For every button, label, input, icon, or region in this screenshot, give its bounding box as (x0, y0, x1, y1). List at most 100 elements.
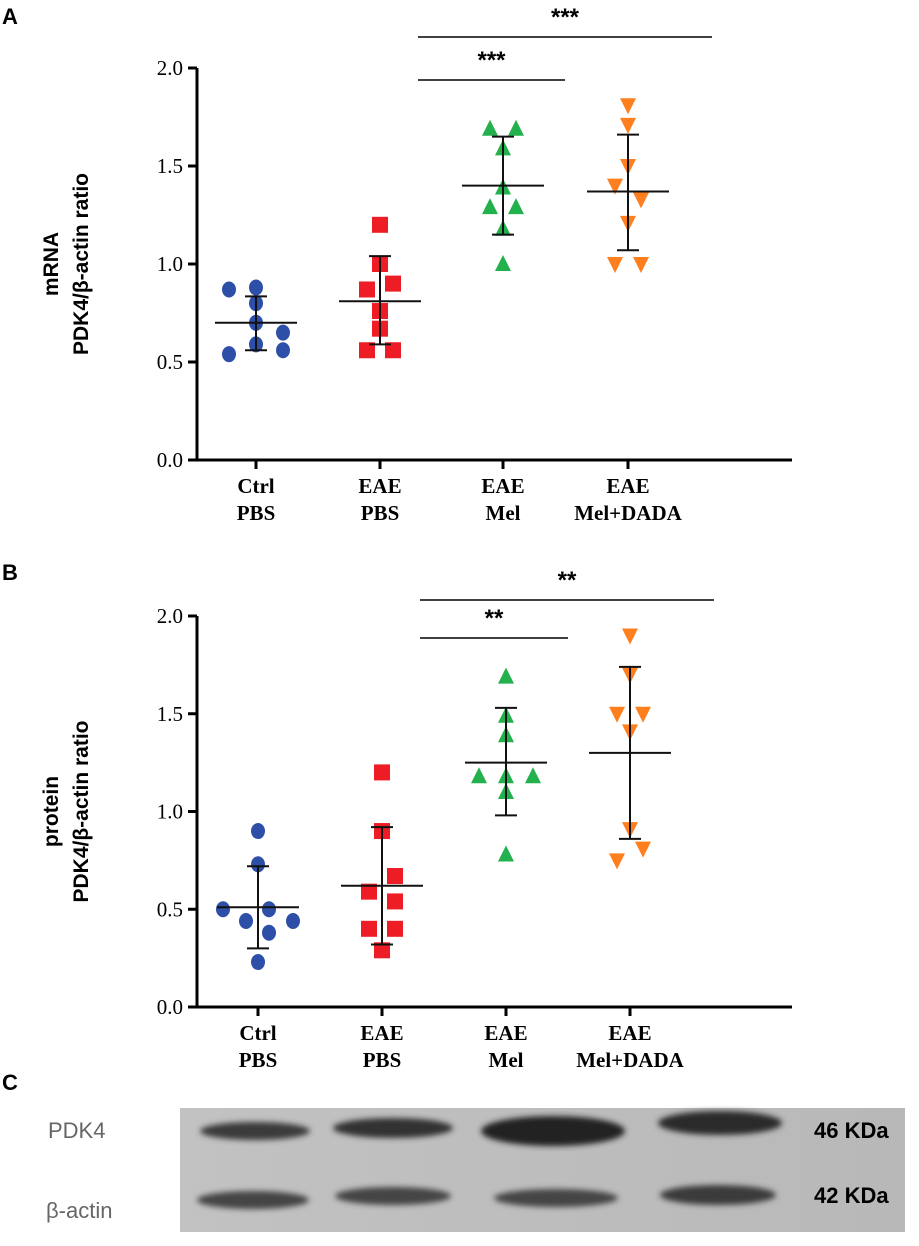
series-ctrl-pbs (216, 823, 300, 971)
data-point (471, 767, 487, 784)
data-point (387, 868, 403, 885)
data-point (498, 845, 514, 862)
data-point (495, 255, 511, 271)
band-actin-2 (335, 1187, 451, 1205)
data-point (609, 706, 625, 723)
x-tick-label-line2: PBS (363, 1048, 402, 1072)
data-point (525, 767, 541, 784)
x-tick-label-line1: Ctrl (237, 474, 274, 498)
data-point (222, 281, 236, 298)
blot-size-actin: 42 KDa (814, 1183, 889, 1208)
y-tick-label: 0.5 (157, 350, 183, 374)
blot-label-pdk4: PDK4 (48, 1118, 105, 1143)
series-eae-mel-dada (587, 98, 669, 273)
data-point (262, 924, 276, 941)
data-point (498, 667, 514, 684)
data-point (508, 119, 524, 136)
significance-label: *** (477, 47, 506, 74)
y-tick-label: 1.0 (157, 800, 183, 824)
data-point (239, 912, 253, 929)
data-point (387, 893, 403, 910)
series-eae-pbs (339, 216, 421, 359)
data-point (620, 117, 636, 134)
data-point (276, 342, 290, 359)
x-tick-label-line1: Ctrl (239, 1021, 276, 1045)
x-tick-label-line2: Mel+DADA (574, 501, 682, 525)
panel-letter-c: C (2, 1070, 18, 1095)
data-point (374, 942, 390, 959)
blot-bands (197, 1111, 782, 1209)
data-point (607, 257, 623, 273)
y-tick-label: 1.5 (157, 702, 183, 726)
band-actin-3 (494, 1189, 618, 1207)
significance-label: ** (485, 605, 504, 632)
x-tick-label-line2: Mel+DADA (576, 1048, 684, 1072)
blot-size-pdk4: 46 KDa (814, 1118, 889, 1143)
data-point (633, 192, 649, 209)
x-tick-label-line1: EAE (358, 474, 401, 498)
data-point (387, 920, 403, 937)
y-tick-label: 2.0 (157, 604, 183, 628)
data-point (249, 279, 263, 296)
data-point (609, 853, 625, 870)
y-axis-label-line2: PDK4/β-actin ratio (70, 720, 93, 902)
series-eae-mel (465, 667, 547, 862)
data-point (635, 706, 651, 723)
band-pdk4-3 (481, 1116, 625, 1146)
x-tick-label-line1: EAE (360, 1021, 403, 1045)
data-point (286, 912, 300, 929)
series-ctrl-pbs (215, 279, 297, 363)
y-axis-label-line1: mRNA (40, 232, 63, 296)
x-tick-label-line2: Mel (486, 501, 521, 525)
data-point (385, 275, 401, 292)
panel-letter-b: B (2, 560, 18, 585)
data-point (372, 216, 388, 233)
band-pdk4-1 (200, 1122, 310, 1140)
data-point (262, 901, 276, 918)
data-point (359, 281, 375, 298)
data-point (620, 98, 636, 115)
western-blot: PDK4 β-actin 46 KDa 42 KDa (46, 1108, 905, 1232)
y-tick-label: 2.0 (157, 56, 183, 80)
data-point (482, 198, 498, 215)
y-axis-label-line1: protein (40, 776, 63, 847)
x-tick-label-line2: Mel (489, 1048, 524, 1072)
data-point (216, 901, 230, 918)
data-point (607, 178, 623, 195)
y-axis-label-line2: PDK4/β-actin ratio (70, 173, 93, 355)
data-point (374, 764, 390, 781)
series-eae-mel-dada (589, 628, 671, 870)
band-actin-4 (660, 1185, 776, 1205)
band-pdk4-4 (658, 1111, 782, 1135)
data-point (359, 342, 375, 359)
y-tick-label: 1.5 (157, 154, 183, 178)
blot-label-actin: β-actin (46, 1198, 112, 1223)
data-point (635, 841, 651, 858)
x-tick-label-line2: PBS (361, 501, 400, 525)
band-pdk4-2 (333, 1118, 453, 1138)
x-tick-label-line1: EAE (606, 474, 649, 498)
x-tick-label-line1: EAE (484, 1021, 527, 1045)
data-point (385, 342, 401, 359)
data-point (251, 954, 265, 971)
data-point (633, 257, 649, 273)
panel-letter-a: A (2, 4, 18, 29)
y-tick-label: 0.5 (157, 897, 183, 921)
significance-label: ** (558, 567, 577, 594)
data-point (508, 198, 524, 215)
data-point (251, 856, 265, 873)
y-tick-label: 0.0 (157, 995, 183, 1019)
x-tick-label-line2: PBS (239, 1048, 278, 1072)
y-tick-label: 0.0 (157, 448, 183, 472)
x-tick-label-line1: EAE (481, 474, 524, 498)
significance-label: *** (551, 4, 580, 31)
data-point (361, 883, 377, 900)
band-actin-1 (197, 1191, 309, 1209)
data-point (361, 920, 377, 937)
data-point (222, 346, 236, 363)
chart-b-protein: 0.0 0.5 1.0 1.5 2.0 protein PDK4/β-actin ratio… (40, 567, 792, 1072)
x-tick-label-line1: EAE (608, 1021, 651, 1045)
series-eae-mel (462, 119, 544, 271)
x-tick-label-line2: PBS (237, 501, 276, 525)
data-point (276, 324, 290, 341)
